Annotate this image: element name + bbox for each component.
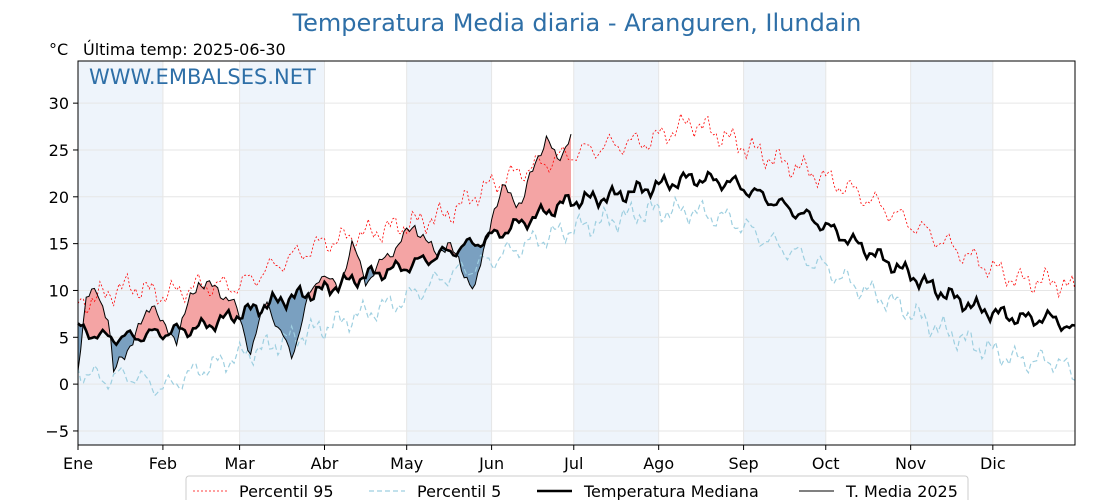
series-line-p95: [77, 112, 1076, 315]
month-band: [239, 61, 325, 445]
y-tick-label: 20: [49, 188, 69, 207]
y-tick-label: 0: [59, 375, 69, 394]
x-tick-label: May: [390, 454, 423, 473]
chart-title: Temperatura Media diaria - Aranguren, Il…: [292, 9, 862, 37]
watermark-text: WWW.EMBALSES.NET: [89, 65, 316, 89]
x-axis: Ene Feb Mar Abr May Jun Jul Ago Sep Oct Nov Dic: [63, 445, 1006, 473]
legend-median-label: Temperatura Mediana: [583, 482, 759, 500]
x-tick-label: Abr: [311, 454, 339, 473]
anomaly-fill: [268, 286, 309, 359]
series-line-p5: [77, 195, 1076, 397]
last-temp-label: Última temp: 2025-06-30: [83, 40, 286, 59]
month-band: [78, 61, 163, 445]
series-line-media2025: [77, 133, 572, 374]
y-tick-label: 30: [49, 94, 69, 113]
x-tick-label: Dic: [980, 454, 1006, 473]
series-line-median: [77, 170, 1076, 347]
y-tick-label: −5: [45, 422, 69, 441]
anomaly-fill: [134, 305, 170, 342]
plot-frame: [77, 60, 1076, 446]
y-tick-label: 25: [49, 141, 69, 160]
y-tick-label: 5: [59, 328, 69, 347]
month-band: [573, 61, 659, 445]
x-tick-label: Feb: [149, 454, 177, 473]
x-tick-label: Oct: [812, 454, 840, 473]
anomaly-fill: [343, 240, 364, 288]
x-tick-label: Jul: [563, 454, 583, 473]
legend: Percentil 95 Percentil 5 Temperatura Med…: [185, 475, 969, 500]
anomaly-fill: [374, 225, 441, 280]
month-band: [910, 61, 993, 445]
x-tick-label: Ene: [63, 454, 93, 473]
legend-box: [185, 475, 969, 500]
y-unit-label: °C: [49, 40, 68, 59]
legend-p5-label: Percentil 5: [417, 482, 501, 500]
x-tick-label: Mar: [225, 454, 256, 473]
grid-lines: [77, 61, 1075, 445]
anomaly-fill: [239, 304, 261, 355]
legend-p95-label: Percentil 95: [239, 482, 334, 500]
month-band: [743, 61, 826, 445]
x-tick-label: Jun: [478, 454, 504, 473]
legend-media2025-label: T. Media 2025: [845, 482, 958, 500]
y-tick-label: 15: [49, 235, 69, 254]
series-lines: [77, 112, 1076, 397]
x-tick-label: Ago: [643, 454, 674, 473]
x-tick-label: Nov: [895, 454, 926, 473]
anomaly-fill: [110, 330, 135, 372]
anomaly-fill: [180, 280, 240, 337]
anomaly-fill: [83, 288, 111, 339]
alternating-month-bands: [78, 61, 993, 445]
x-tick-label: Sep: [729, 454, 759, 473]
y-tick-label: 10: [49, 281, 69, 300]
y-axis: −5 0 5 10 15 20 25 30: [45, 94, 78, 441]
